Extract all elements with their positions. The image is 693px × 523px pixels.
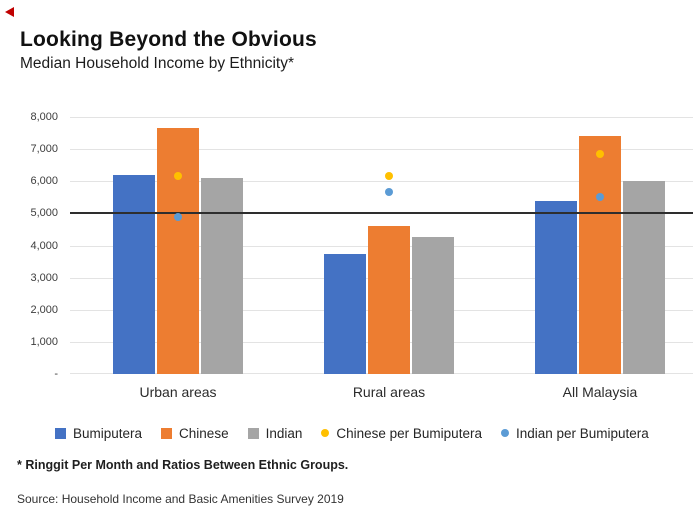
gridline [70,181,693,183]
bar-chinese-0 [157,128,199,374]
ratio-dot-indian-per-bumiputera [174,212,182,221]
gridline [70,117,693,118]
legend-label: Chinese per Bumiputera [336,425,482,441]
legend-label: Indian per Bumiputera [515,425,649,441]
x-category-label: All Malaysia [562,384,638,400]
y-tick-label: 8,000 [30,111,58,123]
x-category-label: Rural areas [352,384,426,400]
legend-item-bumiputera: Bumiputera [55,426,142,441]
legend-label: Bumiputera [73,425,143,441]
legend-item-indian: Indian [247,425,303,441]
legend-square-marker [161,427,173,439]
legend-item-indian-per-bumiputera: Indian per Bumiputera [500,425,649,441]
ratio-dot-chinese-per-bumiputera [596,149,604,158]
bar-bumiputera-1 [324,253,366,374]
bar-indian-0 [201,178,243,374]
bar-bumiputera-0 [113,174,155,374]
legend-label: Chinese [179,425,229,441]
x-category-label: Urban areas [139,384,217,400]
bar-chinese-2 [579,136,621,374]
bar-indian-1 [412,237,454,374]
ratio-dot-chinese-per-bumiputera [174,172,182,181]
back-arrow-icon[interactable] [5,7,14,17]
bar-chinese-1 [368,226,410,374]
legend-label: Indian [265,425,303,441]
gridline [70,149,693,151]
footnote: * Ringgit Per Month and Ratios Between E… [17,458,349,472]
page-subtitle: Median Household Income by Ethnicity* [20,55,294,72]
ratio-dot-chinese-per-bumiputera [385,172,393,181]
bar-bumiputera-2 [535,200,577,374]
legend: Bumiputera Chinese Indian Chinese per Bumip… [55,424,693,442]
y-tick-label: - [54,368,58,380]
y-tick-label: 6,000 [30,175,58,188]
page-title: Looking Beyond the Obvious [20,28,317,51]
y-axis: 8,000 7,000 6,000 5,000 4,000 3,000 2,000 1,000… [0,111,58,380]
source-note: Source: Household Income and Basic Ameni… [17,492,344,506]
legend-dot-marker [321,429,330,437]
x-axis-labels: Urban areas Rural areas All Malaysia [70,384,693,404]
ratio-dot-indian-per-bumiputera [385,188,393,197]
y-tick-label: 7,000 [30,143,58,156]
reference-line-5000 [70,212,693,215]
legend-square-marker [247,427,259,439]
y-tick-label: 1,000 [30,335,58,348]
plot-area [70,117,693,374]
y-tick-label: 4,000 [30,239,58,252]
legend-item-chinese: Chinese [161,426,229,441]
legend-square-marker [55,427,66,439]
legend-item-chinese-per-bumiputera: Chinese per Bumiputera [321,426,482,441]
y-tick-label: 5,000 [30,207,58,220]
y-tick-label: 3,000 [30,271,58,284]
bar-indian-2 [623,181,665,374]
y-tick-label: 2,000 [30,303,58,316]
legend-dot-marker [500,429,509,437]
ratio-dot-indian-per-bumiputera [596,193,604,202]
